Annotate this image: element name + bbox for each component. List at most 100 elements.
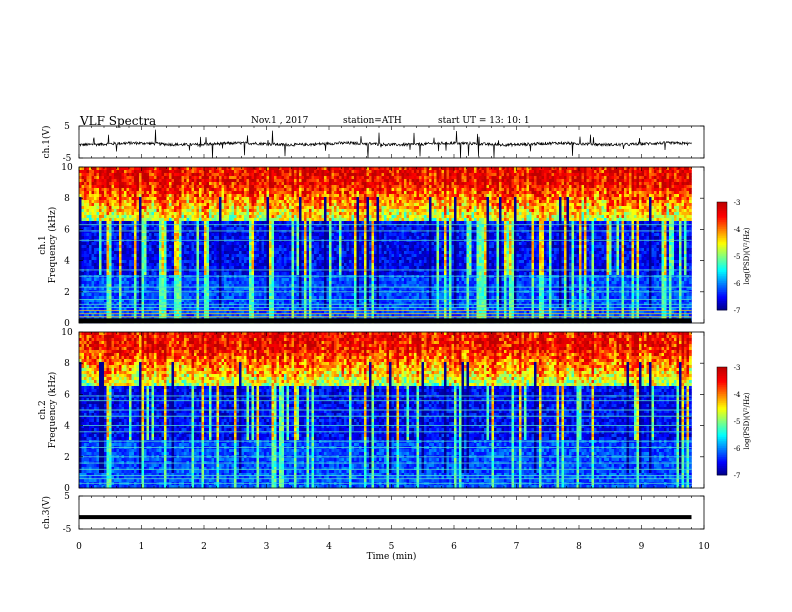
spectrogram-cell bbox=[296, 179, 300, 183]
spectrogram-cell bbox=[304, 206, 307, 210]
spectrogram-cell bbox=[131, 194, 135, 198]
spectrogram-cell bbox=[279, 200, 282, 204]
spectrogram-cell bbox=[116, 293, 120, 297]
spectrogram-cell bbox=[84, 311, 87, 315]
spectrogram-cell bbox=[261, 200, 265, 204]
spectrogram-cell bbox=[141, 248, 145, 252]
spectrogram-cell bbox=[264, 236, 267, 240]
spectrogram-cell bbox=[99, 221, 102, 225]
spectrogram-cell bbox=[116, 218, 120, 222]
spectrogram-cell bbox=[206, 179, 210, 183]
spectrogram-cell bbox=[291, 257, 295, 261]
spectrogram-cell bbox=[184, 251, 187, 255]
spectrogram-cell bbox=[86, 200, 90, 204]
spectrogram-cell bbox=[241, 266, 245, 270]
spectrogram-cell bbox=[256, 233, 260, 237]
spectrogram-cell bbox=[101, 185, 105, 189]
spectrogram-cell bbox=[284, 311, 287, 315]
spectrogram-cell bbox=[206, 221, 210, 225]
spectrogram-cell bbox=[166, 215, 170, 219]
spectrogram-cell bbox=[81, 272, 85, 276]
spectrogram-cell bbox=[224, 233, 227, 237]
spectrogram-cell bbox=[114, 251, 117, 255]
spectrogram-cell bbox=[211, 227, 215, 231]
spectrogram-cell bbox=[276, 254, 280, 258]
spectrogram-cell bbox=[141, 236, 145, 240]
spectrogram-cell bbox=[124, 179, 127, 183]
spectrogram-cell bbox=[254, 170, 257, 174]
spectrogram-cell bbox=[294, 233, 297, 237]
spectrogram-cell bbox=[191, 194, 195, 198]
spectrogram-cell bbox=[219, 245, 222, 249]
spectrogram-cell bbox=[164, 167, 167, 171]
spectrogram-cell bbox=[279, 176, 282, 180]
spectrogram-cell bbox=[261, 215, 265, 219]
spectrogram-cell bbox=[221, 248, 225, 252]
spectrogram-cell bbox=[291, 254, 295, 258]
spectrogram-cell bbox=[251, 212, 255, 216]
spectrogram-cell bbox=[191, 230, 195, 234]
spectrogram-cell bbox=[134, 212, 137, 216]
spectrogram-cell bbox=[226, 182, 230, 186]
spectrogram-cell bbox=[204, 311, 207, 315]
spectrogram-cell bbox=[289, 170, 292, 174]
spectrogram-cell bbox=[134, 248, 137, 252]
spectrogram-cell bbox=[251, 278, 255, 282]
spectrogram-cell bbox=[214, 230, 217, 234]
spectrogram-cell bbox=[91, 218, 95, 222]
spectrogram-cell bbox=[289, 269, 292, 273]
spectrogram-cell bbox=[144, 245, 147, 249]
spectrogram-cell bbox=[169, 197, 172, 201]
spectrogram-cell bbox=[221, 203, 225, 207]
spectrogram-cell bbox=[261, 302, 265, 306]
spectrogram-cell bbox=[286, 308, 290, 312]
spectrogram-cell bbox=[121, 263, 125, 267]
spectrogram-cell bbox=[166, 281, 170, 285]
spectrogram-cell bbox=[254, 266, 257, 270]
spectrogram-cell bbox=[224, 254, 227, 258]
spectrogram-cell bbox=[249, 266, 252, 270]
spectrogram-cell bbox=[289, 311, 292, 315]
spectrogram-cell bbox=[84, 170, 87, 174]
spectrogram-cell bbox=[171, 212, 175, 216]
spectrogram-cell bbox=[294, 251, 297, 255]
spectrogram-cell bbox=[149, 188, 152, 192]
spectrogram-cell bbox=[286, 272, 290, 276]
spectrogram-cell bbox=[141, 281, 145, 285]
spectrogram-cell bbox=[216, 188, 220, 192]
spectrogram-cell bbox=[254, 188, 257, 192]
spectrogram-cell bbox=[111, 272, 115, 276]
spectrogram-cell bbox=[161, 224, 165, 228]
spectrogram-cell bbox=[139, 281, 142, 285]
spectrogram-cell bbox=[189, 251, 192, 255]
spectrogram-cell bbox=[241, 179, 245, 183]
spectrogram-cell bbox=[291, 299, 295, 303]
spectrogram-cell bbox=[209, 215, 212, 219]
spectrogram-cell bbox=[241, 218, 245, 222]
spectrogram-cell bbox=[276, 221, 280, 225]
spectrogram-cell bbox=[219, 272, 222, 276]
spectrogram-cell bbox=[264, 206, 267, 210]
spectrogram-cell bbox=[131, 170, 135, 174]
spectrogram-cell bbox=[214, 302, 217, 306]
spectrogram-cell bbox=[194, 200, 197, 204]
spectrogram-cell bbox=[211, 266, 215, 270]
spectrogram-cell bbox=[164, 278, 167, 282]
spectrogram-cell bbox=[184, 176, 187, 180]
spectrogram-cell bbox=[174, 260, 177, 264]
spectrogram-cell bbox=[136, 230, 140, 234]
spectrogram-cell bbox=[244, 296, 247, 300]
spectrogram-cell bbox=[196, 302, 200, 306]
spectrogram-cell bbox=[214, 176, 217, 180]
spectrogram-cell bbox=[106, 287, 110, 291]
spectrogram-cell bbox=[179, 299, 182, 303]
spectrogram-cell bbox=[296, 185, 300, 189]
spectrogram-cell bbox=[149, 287, 152, 291]
spectrogram-cell bbox=[229, 296, 232, 300]
spectrogram-cell bbox=[129, 248, 132, 252]
spectrogram-cell bbox=[281, 296, 285, 300]
spectrogram-cell bbox=[126, 284, 130, 288]
spectrogram-cell bbox=[141, 254, 145, 258]
spectrogram-cell bbox=[311, 230, 315, 234]
spectrogram-cell bbox=[241, 188, 245, 192]
